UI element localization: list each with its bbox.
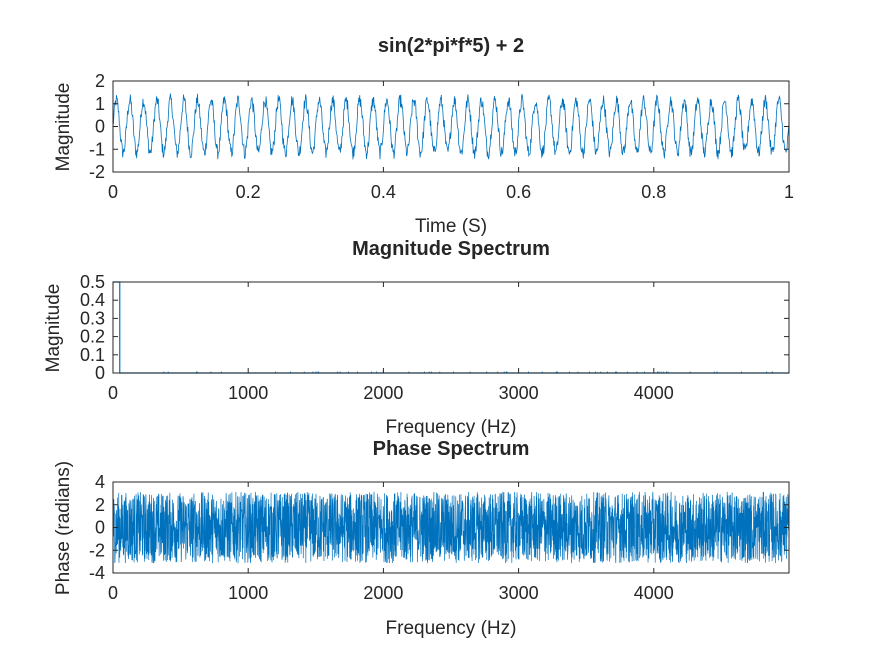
- magnitude-plot-xlabel: Frequency (Hz): [386, 417, 517, 438]
- magnitude-plot-ytick-label: 0.2: [80, 327, 105, 347]
- time-plot-ytick-label: 2: [95, 71, 105, 91]
- time-plot-xtick-label: 0.2: [236, 182, 261, 202]
- phase-plot-xtick-label: 3000: [499, 583, 539, 603]
- phase-plot-ylabel: Phase (radians): [53, 461, 74, 595]
- magnitude-plot-ytick-label: 0.3: [80, 308, 105, 328]
- magnitude-plot-ytick-label: 0.5: [80, 272, 105, 292]
- magnitude-plot-xtick-label: 3000: [499, 383, 539, 403]
- magnitude-plot-xtick-label: 4000: [634, 383, 674, 403]
- phase-plot-xtick-label: 0: [108, 583, 118, 603]
- magnitude-plot-ylabel: Magnitude: [43, 284, 64, 373]
- phase-plot-ytick-label: 0: [95, 518, 105, 538]
- phase-plot-ytick-label: 2: [95, 495, 105, 515]
- phase-plot-ticks: [112, 481, 789, 574]
- phase-plot-line: [112, 491, 790, 564]
- time-plot-ytick-label: -2: [89, 162, 105, 182]
- time-plot-xtick-label: 0: [108, 182, 118, 202]
- magnitude-plot-tick-labels: 0 1000 2000 3000 4000 00.10.20.30.40.5: [80, 272, 674, 403]
- magnitude-plot-axes-box: [112, 281, 790, 374]
- time-plot-xtick-label: 0.4: [371, 182, 396, 202]
- time-plot-ylabel: Magnitude: [53, 83, 74, 172]
- magnitude-plot-ytick-label: 0: [95, 363, 105, 383]
- time-plot-xtick-label: 0.6: [506, 182, 531, 202]
- time-plot-xtick-label: 0.8: [641, 182, 666, 202]
- time-plot-ytick-label: 1: [95, 94, 105, 114]
- time-plot: sin(2*pi*f*5) + 2 0 0.2 0.4 0.6 0.8 1-2-1012 …: [53, 35, 794, 237]
- time-plot-line: [112, 93, 790, 160]
- magnitude-plot-title: Magnitude Spectrum: [352, 238, 550, 260]
- phase-plot-xtick-label: 2000: [363, 583, 403, 603]
- phase-plot-ytick-label: 4: [95, 472, 105, 492]
- phase-plot-xtick-label: 4000: [634, 583, 674, 603]
- time-plot-series: [112, 93, 790, 160]
- phase-plot-xtick-label: 1000: [228, 583, 268, 603]
- phase-plot-ytick-label: -2: [89, 540, 105, 560]
- magnitude-plot-xtick-label: 2000: [363, 383, 403, 403]
- phase-plot-xlabel: Frequency (Hz): [386, 618, 517, 639]
- magnitude-plot: Magnitude Spectrum 0 1000 2000 3000 4000 00.1…: [43, 238, 790, 438]
- time-plot-ytick-label: -1: [89, 139, 105, 159]
- time-plot-ticks: [112, 80, 790, 173]
- phase-plot-ytick-label: -4: [89, 563, 105, 583]
- phase-plot-title: Phase Spectrum: [373, 438, 530, 460]
- magnitude-plot-ticks: [112, 281, 789, 374]
- time-plot-xtick-label: 1: [784, 182, 794, 202]
- time-plot-ytick-label: 0: [95, 117, 105, 137]
- time-plot-title: sin(2*pi*f*5) + 2: [378, 35, 524, 57]
- phase-plot-series: [112, 491, 790, 564]
- magnitude-plot-xtick-label: 0: [108, 383, 118, 403]
- magnitude-plot-ytick-label: 0.1: [80, 345, 105, 365]
- magnitude-plot-ytick-label: 0.4: [80, 290, 105, 310]
- time-plot-xlabel: Time (S): [415, 216, 487, 237]
- phase-plot: Phase Spectrum 0 1000 2000 3000 4000-4-2024 …: [53, 438, 790, 639]
- magnitude-plot-xtick-label: 1000: [228, 383, 268, 403]
